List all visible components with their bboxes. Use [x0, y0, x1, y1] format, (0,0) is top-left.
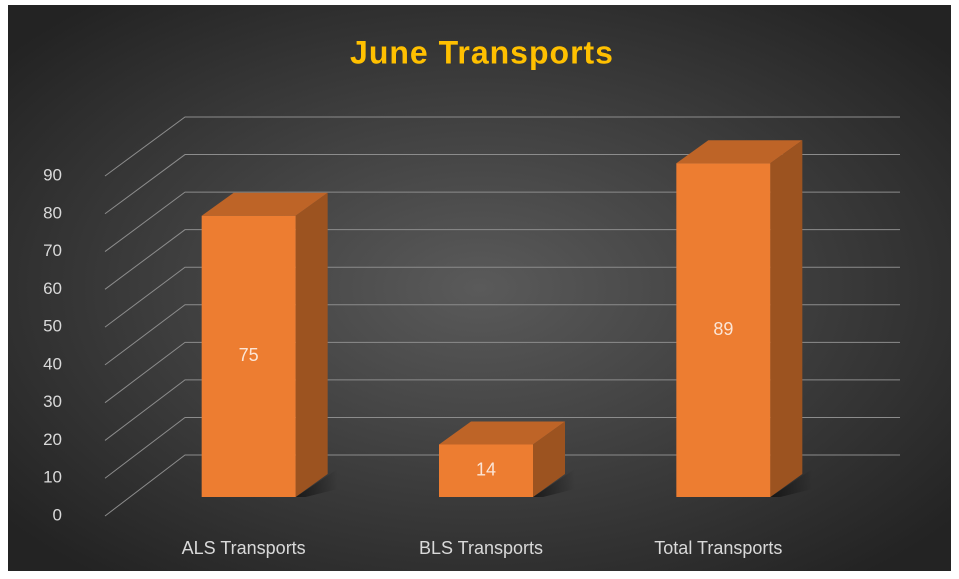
y-tick-label: 0 [53, 505, 62, 524]
grid-line [104, 229, 900, 290]
x-tick-label: ALS Transports [182, 538, 306, 558]
y-tick-label: 20 [43, 430, 62, 449]
grid-line [104, 116, 900, 177]
bar-shadow [295, 469, 338, 497]
bar-shadow [533, 469, 575, 497]
grid-line [104, 341, 900, 404]
y-tick-label: 80 [43, 203, 62, 222]
bar-top [676, 140, 803, 164]
bar-top [201, 192, 328, 216]
y-tick-label: 60 [43, 279, 62, 298]
chart-title: June Transports [350, 34, 614, 70]
y-tick-label: 30 [43, 392, 62, 411]
data-label: 14 [476, 460, 496, 480]
y-tick-label: 90 [43, 165, 62, 184]
grid-line [104, 379, 900, 441]
grid-line [104, 154, 900, 215]
bar [676, 163, 771, 497]
y-tick-label: 40 [43, 354, 62, 373]
grid-line [104, 416, 900, 479]
grid-line [104, 304, 900, 366]
grid-line [104, 266, 900, 328]
y-tick-label: 70 [43, 241, 62, 260]
y-tick-label: 10 [43, 468, 62, 487]
x-tick-label: Total Transports [654, 538, 782, 558]
bar-side [533, 421, 565, 497]
grid-line [104, 191, 900, 252]
bar-side [295, 192, 328, 497]
bar [201, 215, 296, 497]
bar-top [439, 421, 565, 445]
data-label: 89 [713, 319, 733, 339]
data-label: 75 [239, 345, 259, 365]
bar-shadow [770, 469, 813, 497]
bar-side [770, 140, 803, 497]
y-tick-label: 50 [43, 317, 62, 336]
bar [439, 444, 533, 497]
x-tick-label: BLS Transports [419, 538, 543, 558]
grid-line [104, 454, 900, 517]
